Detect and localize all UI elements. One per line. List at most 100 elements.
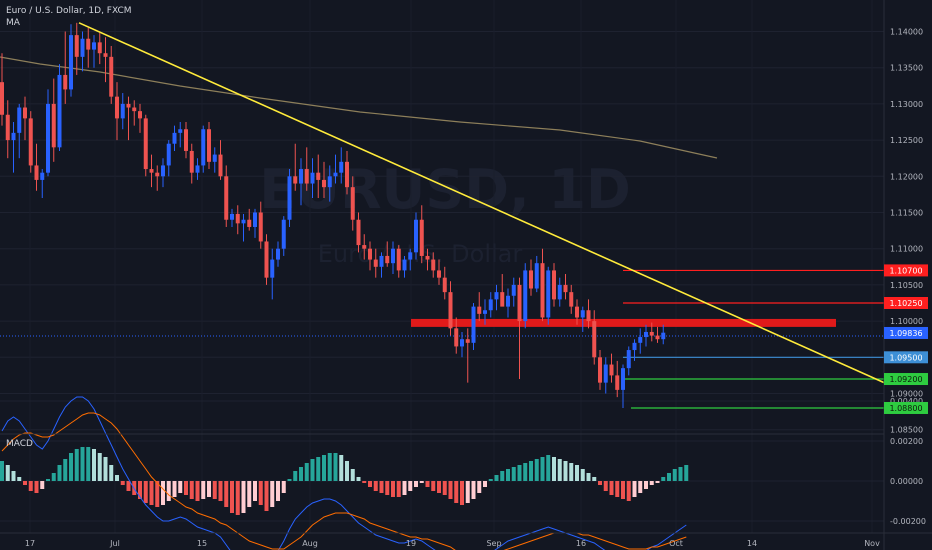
macd-histogram-bar xyxy=(506,469,510,481)
macd-histogram-bar xyxy=(92,449,96,481)
candle xyxy=(465,328,470,383)
candle-body xyxy=(615,375,620,390)
candle xyxy=(126,96,131,141)
macd-histogram-bar xyxy=(655,481,660,483)
time-axis[interactable]: 17 Jul 15 Aug 19 Sep 16 Oct 14 Nov xyxy=(25,539,880,548)
time-tick-label: Jul xyxy=(109,539,120,548)
macd-line xyxy=(1,396,687,550)
macd-histogram-bar xyxy=(483,481,487,487)
price-tick-label: 1.13000 xyxy=(890,100,923,109)
candle xyxy=(454,317,459,354)
time-tick-label: Nov xyxy=(864,539,880,548)
candle-body xyxy=(316,172,321,180)
candle-body xyxy=(23,107,27,119)
candle-body xyxy=(655,335,660,340)
macd-label[interactable]: MACD xyxy=(6,439,33,449)
candle xyxy=(253,208,257,238)
macd-histogram-bar xyxy=(402,481,407,495)
macd-histogram-bar xyxy=(603,481,608,491)
macd-histogram-bar xyxy=(356,477,361,481)
time-tick-label: 14 xyxy=(747,539,757,548)
candle-body xyxy=(546,270,551,318)
candle-body xyxy=(511,284,516,296)
candle xyxy=(103,37,108,83)
candle-body xyxy=(258,212,263,242)
candle-body xyxy=(69,35,73,90)
level-label-1.09500: 1.09500 xyxy=(889,353,922,362)
candle xyxy=(115,82,119,141)
macd-histogram-bar xyxy=(644,481,648,489)
macd-histogram-bar xyxy=(126,481,131,491)
macd-histogram-bar xyxy=(327,453,332,481)
candle-body xyxy=(126,103,131,108)
candle xyxy=(322,161,326,199)
macd-histogram-bar xyxy=(207,481,211,497)
candle-body xyxy=(557,284,562,300)
macd-histogram-bar xyxy=(0,461,4,481)
macd-histogram-bar xyxy=(149,481,154,505)
candle xyxy=(258,201,263,249)
candle-body xyxy=(224,176,229,220)
macd-histogram-bar xyxy=(316,457,321,481)
candle xyxy=(247,208,252,231)
candle-body xyxy=(51,103,56,148)
price-tick-label: 1.12000 xyxy=(890,172,923,181)
indicator-label[interactable]: MA xyxy=(6,18,21,28)
candle xyxy=(517,277,522,380)
macd-histogram-bar xyxy=(103,457,108,481)
candle-body xyxy=(178,129,183,133)
price-tick-label: 1.11000 xyxy=(890,245,923,254)
candle xyxy=(304,147,309,191)
macd-histogram-bar xyxy=(684,465,689,481)
macd-histogram-bar xyxy=(120,481,125,485)
macd-histogram-bar xyxy=(586,473,591,481)
candle-body xyxy=(120,103,125,119)
current-price-label: 1.09836 xyxy=(889,329,922,338)
symbol-title[interactable]: Euro / U.S. Dollar, 1D, FXCM xyxy=(6,6,132,16)
candle xyxy=(442,266,447,300)
candle xyxy=(149,154,154,188)
candles-series xyxy=(0,22,666,408)
candle xyxy=(563,274,568,300)
macd-histogram-bar xyxy=(17,477,22,481)
candle-body xyxy=(270,259,275,278)
candle xyxy=(603,357,608,394)
candle-body xyxy=(419,219,424,256)
candle xyxy=(287,169,292,227)
macd-histogram-bar xyxy=(155,481,160,507)
macd-histogram-bar xyxy=(189,481,194,499)
level-label-1.09200: 1.09200 xyxy=(889,375,922,384)
candle xyxy=(327,165,332,202)
macd-histogram-bar xyxy=(299,467,303,481)
macd-histogram-bar xyxy=(310,459,315,481)
candle xyxy=(661,324,666,345)
trendline[interactable] xyxy=(78,22,885,384)
macd-histogram-bar xyxy=(552,457,556,481)
candle-body xyxy=(143,118,148,170)
candle xyxy=(586,299,591,329)
candle-body xyxy=(621,368,625,390)
candle xyxy=(5,100,10,159)
candle xyxy=(500,274,505,307)
candle-body xyxy=(529,270,533,289)
candle-body xyxy=(195,165,200,173)
candle-body xyxy=(247,219,252,227)
macd-histogram-bar xyxy=(379,481,384,493)
candle-body xyxy=(592,321,597,358)
macd-histogram-bar xyxy=(425,481,430,487)
candle xyxy=(609,353,614,383)
candle-body xyxy=(437,270,441,278)
candle xyxy=(270,248,275,300)
macd-histogram-bar xyxy=(143,481,148,503)
macd-histogram-bar xyxy=(575,465,579,481)
level-badge-1.09500 xyxy=(884,351,928,364)
macd-histogram-bar xyxy=(322,455,326,481)
candle-body xyxy=(103,53,108,57)
candle-body xyxy=(235,213,240,224)
macd-histogram-bar xyxy=(569,463,574,481)
candle-body xyxy=(97,42,102,54)
macd-series xyxy=(0,396,689,550)
macd-histogram-bar xyxy=(224,481,229,507)
